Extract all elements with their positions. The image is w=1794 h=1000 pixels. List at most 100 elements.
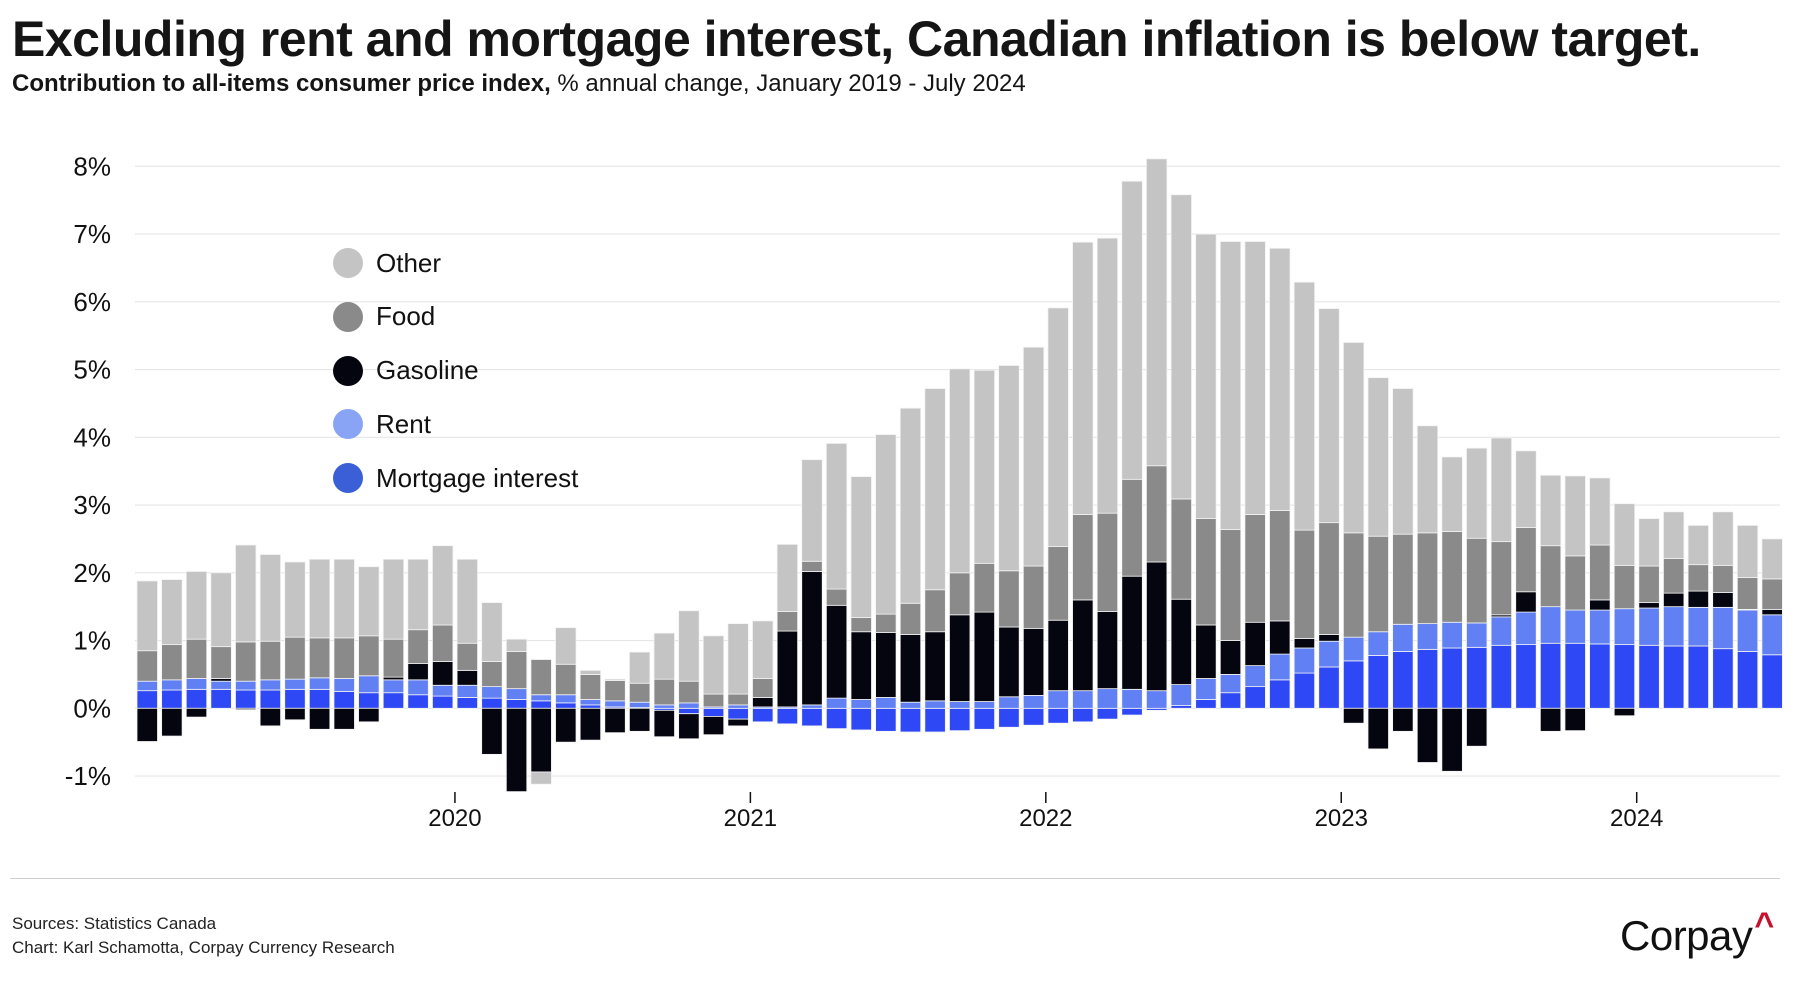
bar-segment-mortgage-interest bbox=[333, 690, 355, 709]
bar-stack bbox=[1441, 456, 1463, 772]
bar-stack bbox=[481, 602, 503, 755]
bar-segment-gasoline bbox=[1466, 707, 1488, 747]
bar-segment-gasoline bbox=[1244, 621, 1266, 667]
bar-stack bbox=[185, 571, 208, 718]
bar-segment-food bbox=[1318, 522, 1340, 635]
bar-segment-mortgage-interest bbox=[949, 707, 971, 732]
bar-segment-other bbox=[235, 544, 257, 643]
legend-label: Rent bbox=[376, 408, 431, 439]
bar-stack bbox=[1613, 503, 1636, 717]
bar-segment-food bbox=[801, 560, 823, 572]
bar-stack bbox=[629, 651, 651, 732]
bar-segment-food bbox=[727, 693, 749, 706]
bar-stack bbox=[702, 635, 725, 736]
bar-stack bbox=[678, 610, 700, 740]
bar-segment-mortgage-interest bbox=[1170, 705, 1192, 709]
bar-segment-food bbox=[308, 637, 331, 679]
bar-stack bbox=[284, 561, 306, 721]
bar-segment-other bbox=[1564, 475, 1586, 557]
bar-segment-rent bbox=[1539, 606, 1562, 644]
bar-segment-food bbox=[998, 570, 1020, 628]
bar-segment-mortgage-interest bbox=[432, 695, 454, 709]
bar-stack bbox=[579, 669, 602, 741]
bar-segment-rent bbox=[850, 699, 872, 709]
bar-segment-other bbox=[382, 558, 405, 640]
bar-segment-gasoline bbox=[259, 707, 282, 727]
bar-segment-food bbox=[284, 636, 306, 680]
bar-segment-gasoline bbox=[235, 707, 257, 711]
bar-segment-gasoline bbox=[407, 663, 429, 681]
bar-segment-food bbox=[235, 641, 257, 682]
y-tick-label: 5% bbox=[73, 355, 111, 385]
bar-segment-other bbox=[1244, 241, 1266, 515]
bar-segment-other bbox=[1687, 524, 1709, 566]
bar-segment-mortgage-interest bbox=[1047, 707, 1069, 724]
bar-segment-rent bbox=[1466, 622, 1488, 648]
bar-stack bbox=[505, 638, 528, 793]
bar-stack bbox=[1146, 158, 1168, 711]
bar-segment-gasoline bbox=[1638, 602, 1660, 609]
legend-label: Gasoline bbox=[376, 355, 479, 386]
bar-segment-gasoline bbox=[1761, 608, 1783, 616]
bar-segment-other bbox=[1490, 437, 1512, 543]
bar-segment-mortgage-interest bbox=[973, 707, 995, 730]
bar-segment-food bbox=[825, 588, 848, 606]
bar-segment-other bbox=[210, 572, 232, 648]
bar-segment-food bbox=[1219, 529, 1242, 641]
bar-stack bbox=[1736, 524, 1759, 709]
bar-segment-rent bbox=[1367, 631, 1389, 656]
bar-segment-mortgage-interest bbox=[752, 707, 774, 723]
bar-segment-other bbox=[1761, 538, 1783, 580]
bar-segment-rent bbox=[407, 679, 429, 696]
bar-segment-gasoline bbox=[998, 626, 1020, 698]
legend-swatch-icon bbox=[333, 409, 363, 440]
bar-segment-rent bbox=[1589, 609, 1611, 645]
bar-segment-mortgage-interest bbox=[1761, 654, 1783, 709]
bar-segment-rent bbox=[1564, 609, 1586, 644]
bar-segment-food bbox=[949, 572, 971, 616]
bar-segment-gasoline bbox=[555, 707, 577, 743]
bar-segment-rent bbox=[727, 704, 749, 709]
credit-text: Chart: Karl Schamotta, Corpay Currency R… bbox=[12, 938, 395, 957]
bar-segment-rent bbox=[579, 699, 602, 706]
bar-segment-other bbox=[752, 620, 774, 679]
bar-segment-other bbox=[358, 566, 380, 637]
bar-stack bbox=[949, 368, 971, 732]
bar-segment-mortgage-interest bbox=[284, 688, 306, 709]
bar-segment-gasoline bbox=[308, 707, 331, 730]
bar-segment-mortgage-interest bbox=[850, 707, 872, 731]
bar-segment-gasoline bbox=[456, 669, 478, 686]
y-tick-label: 1% bbox=[73, 626, 111, 656]
bar-segment-mortgage-interest bbox=[1490, 644, 1512, 709]
bar-segment-rent bbox=[1761, 614, 1783, 656]
bar-segment-mortgage-interest bbox=[1318, 666, 1340, 709]
bar-segment-rent bbox=[678, 702, 700, 709]
bar-segment-rent bbox=[382, 679, 405, 694]
bar-segment-gasoline bbox=[924, 631, 946, 702]
y-tick-label: 2% bbox=[73, 558, 111, 588]
bar-segment-other bbox=[1072, 241, 1094, 515]
bar-segment-food bbox=[481, 661, 503, 688]
bar-segment-rent bbox=[1219, 674, 1242, 694]
bar-stack bbox=[530, 659, 552, 785]
legend-item-other: Other bbox=[333, 247, 441, 279]
bar-stack bbox=[1096, 237, 1119, 720]
legend-item-food: Food bbox=[333, 301, 435, 333]
bar-segment-food bbox=[185, 638, 208, 679]
legend-label: Food bbox=[376, 301, 436, 332]
bar-stack bbox=[752, 620, 774, 723]
bar-segment-rent bbox=[284, 678, 306, 690]
bar-segment-other bbox=[825, 442, 848, 590]
bar-segment-food bbox=[1663, 558, 1685, 594]
bar-segment-gasoline bbox=[752, 697, 774, 708]
bar-segment-gasoline bbox=[530, 707, 552, 773]
bar-segment-gasoline bbox=[1663, 592, 1685, 608]
bar-segment-rent bbox=[1342, 636, 1365, 662]
bar-segment-mortgage-interest bbox=[1293, 672, 1316, 709]
bar-segment-food bbox=[1539, 545, 1562, 608]
bar-stack bbox=[1047, 307, 1069, 724]
bar-stack bbox=[1022, 346, 1045, 726]
bar-segment-food bbox=[333, 637, 355, 679]
bar-segment-other bbox=[850, 476, 872, 618]
bar-segment-other bbox=[555, 627, 577, 665]
